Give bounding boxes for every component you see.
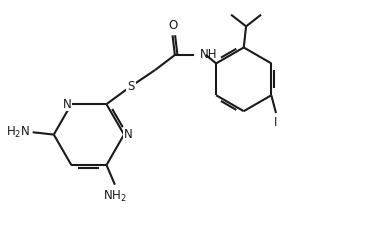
- Text: H$_2$N: H$_2$N: [6, 125, 30, 140]
- Text: NH: NH: [200, 47, 218, 61]
- Text: S: S: [127, 80, 135, 93]
- Text: N: N: [63, 98, 72, 111]
- Text: O: O: [168, 19, 177, 32]
- Text: I: I: [274, 116, 278, 129]
- Text: N: N: [123, 128, 132, 141]
- Text: NH$_2$: NH$_2$: [103, 188, 127, 204]
